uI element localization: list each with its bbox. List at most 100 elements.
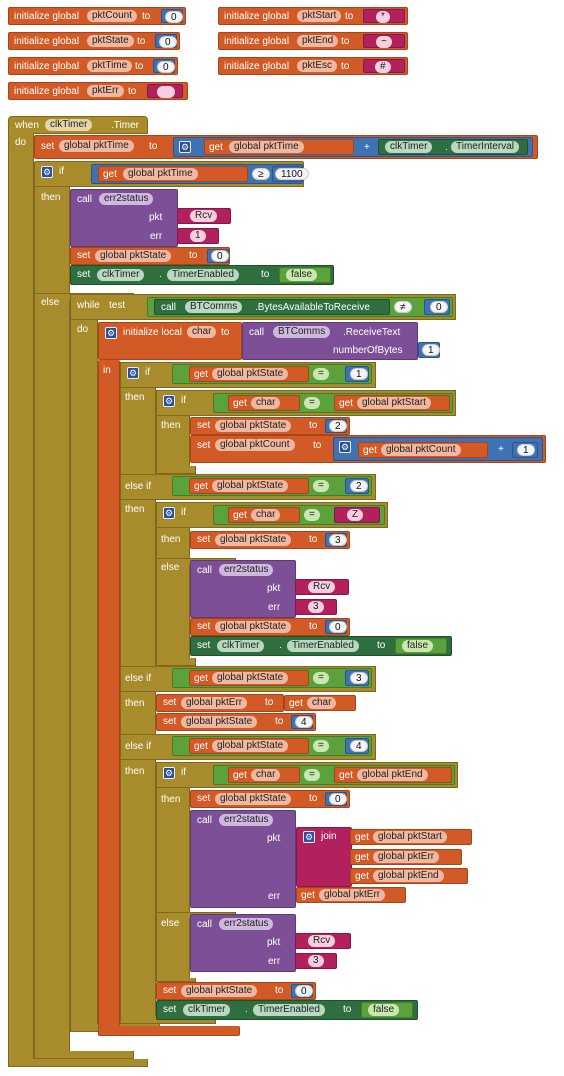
number-block[interactable]: 0 [291, 984, 313, 998]
number-block[interactable]: 1 [418, 342, 440, 358]
text-field[interactable]: # [375, 61, 391, 73]
if-timeout-block[interactable]: ⚙ if get global pktTime ≥ 1100 [34, 161, 309, 187]
global-pktEsc-block[interactable]: initialize global pktEsc to # [218, 57, 408, 75]
variable-dropdown[interactable]: global pktState [95, 250, 172, 262]
set-pktState-block[interactable]: set global pktState to 0 [156, 982, 316, 1000]
variable-dropdown[interactable]: global pktState [215, 420, 292, 432]
math-add-block[interactable]: ⚙ get global pktTime + clkTimer . TimerI… [173, 137, 533, 157]
text-block[interactable]: 3 [295, 953, 337, 969]
variable-dropdown[interactable]: global pktTime [59, 140, 134, 152]
event-header[interactable]: when clkTimer .Timer [8, 116, 148, 134]
procedure-dropdown[interactable]: err2status [219, 814, 274, 826]
mutator-gear-icon[interactable]: ⚙ [41, 166, 53, 178]
text-block[interactable]: ~ [363, 34, 405, 48]
operator-dropdown[interactable]: = [304, 397, 320, 409]
operator-dropdown[interactable]: = [313, 740, 329, 752]
variable-dropdown[interactable]: global pktTime [229, 141, 304, 153]
compare-char-end[interactable]: get char = get global pktEnd [213, 765, 455, 785]
number-field[interactable]: 1 [517, 444, 535, 456]
component-dropdown[interactable]: BTComms [185, 301, 243, 313]
number-block[interactable]: 1 [345, 366, 369, 382]
component-dropdown[interactable]: clkTimer [97, 269, 145, 281]
procedure-dropdown[interactable]: err2status [219, 918, 274, 930]
compare-block[interactable]: get global pktTime ≥ 1100 [91, 164, 309, 184]
number-field[interactable]: 0 [329, 621, 347, 633]
variable-dropdown[interactable]: global pktErr [181, 697, 248, 709]
mutator-gear-icon[interactable]: ⚙ [163, 767, 175, 779]
compare-state-2[interactable]: get global pktState = 2 [172, 476, 372, 496]
global-name-field[interactable]: pktCount [87, 10, 138, 22]
number-field[interactable]: 3 [350, 672, 368, 684]
variable-dropdown[interactable]: global pktState [212, 480, 289, 492]
if-char-z-block[interactable]: ⚙ if get char = Z [156, 502, 388, 528]
logic-false-block[interactable]: false [395, 638, 447, 654]
get-char-block[interactable]: get char [228, 507, 300, 523]
number-field[interactable]: 0 [430, 301, 448, 313]
global-pktCount-block[interactable]: initialize global pktCount to 0 [8, 7, 186, 25]
global-pktTime-block[interactable]: initialize global pktTime to 0 [8, 57, 178, 75]
logic-dropdown[interactable]: false [402, 640, 434, 652]
variable-dropdown[interactable]: global pktErr [373, 851, 440, 863]
variable-dropdown[interactable]: global pktState [215, 793, 292, 805]
get-pktTime-block[interactable]: get global pktTime [98, 166, 248, 182]
compare-state-1[interactable]: get global pktState = 1 [172, 364, 372, 384]
set-TimerEnabled-block[interactable]: set clkTimer . TimerEnabled to false [70, 265, 334, 285]
call-err2status-block[interactable]: call err2status pkt err [70, 189, 178, 247]
set-pktState-block[interactable]: set global pktState to 0 [190, 790, 350, 808]
compare-state-3[interactable]: get global pktState = 3 [172, 668, 372, 688]
compare-block[interactable]: call BTComms .BytesAvailableToReceive ≠ … [147, 297, 453, 317]
operator-dropdown[interactable]: ≥ [252, 168, 270, 180]
mutator-gear-icon[interactable]: ⚙ [105, 327, 117, 339]
variable-dropdown[interactable]: global pktCount [215, 439, 295, 451]
get-pktState-block[interactable]: get global pktState [189, 478, 309, 494]
text-block[interactable]: Rcv [177, 208, 231, 224]
text-block[interactable] [147, 84, 183, 98]
text-block[interactable]: # [363, 59, 405, 73]
number-field[interactable]: 2 [329, 420, 347, 432]
operator-dropdown[interactable]: = [304, 769, 320, 781]
global-pktState-block[interactable]: initialize global pktState to 0 [8, 32, 180, 50]
number-block[interactable]: 0 [325, 620, 347, 634]
text-field[interactable]: Rcv [190, 210, 218, 222]
set-TimerEnabled-block[interactable]: set clkTimer . TimerEnabled to false [156, 1000, 418, 1020]
number-block[interactable]: 1 [512, 442, 538, 458]
number-field[interactable]: 3 [329, 534, 347, 546]
initialize-local-char-block[interactable]: ⚙ initialize local char to [98, 322, 242, 360]
if-char-end-block[interactable]: ⚙ if get char = get global pktEnd [156, 762, 458, 788]
property-dropdown[interactable]: TimerEnabled [167, 269, 239, 281]
compare-char-z[interactable]: get char = Z [213, 505, 385, 525]
component-dropdown[interactable]: clkTimer [45, 119, 93, 131]
variable-dropdown[interactable]: global pktCount [381, 444, 461, 456]
property-dropdown[interactable]: TimerEnabled [287, 640, 359, 652]
number-block[interactable]: 2 [345, 478, 369, 494]
logic-dropdown[interactable]: false [286, 269, 318, 281]
get-pktStart-block[interactable]: get global pktStart [350, 829, 472, 845]
text-field[interactable]: 3 [308, 955, 324, 967]
property-dropdown[interactable]: TimerEnabled [253, 1004, 325, 1016]
operator-dropdown[interactable]: = [313, 672, 329, 684]
component-dropdown[interactable]: BTComms [273, 326, 331, 338]
operator-dropdown[interactable]: = [313, 480, 329, 492]
get-pktEnd-block[interactable]: get global pktEnd [334, 767, 452, 783]
global-pktEnd-block[interactable]: initialize global pktEnd to ~ [218, 32, 408, 50]
logic-false-block[interactable]: false [279, 267, 331, 283]
mutator-gear-icon[interactable]: ⚙ [179, 141, 191, 153]
get-pktState-block[interactable]: get global pktState [189, 670, 309, 686]
variable-dropdown[interactable]: char [307, 697, 337, 709]
mutator-gear-icon[interactable]: ⚙ [163, 395, 175, 407]
operator-dropdown[interactable]: = [304, 509, 320, 521]
local-name-field[interactable]: char [187, 326, 217, 338]
number-field[interactable]: 1100 [275, 168, 309, 180]
set-TimerEnabled-block[interactable]: set clkTimer . TimerEnabled to false [190, 636, 452, 656]
set-pktCount-block[interactable]: set global pktCount to ⚙ get global pktCo… [190, 435, 546, 463]
number-block[interactable]: 3 [345, 670, 369, 686]
set-pktTime-block[interactable]: set global pktTime to ⚙ get global pktTi… [34, 135, 538, 159]
if-char-start-block[interactable]: ⚙ if get char = get global pktStart [156, 390, 456, 416]
text-block[interactable]: * [363, 9, 405, 23]
number-block[interactable]: 0 [207, 249, 229, 263]
get-pktState-block[interactable]: get global pktState [189, 738, 309, 754]
variable-dropdown[interactable]: global pktState [181, 716, 258, 728]
number-block[interactable]: 4 [345, 738, 369, 754]
get-pktErr-block[interactable]: get global pktErr [350, 849, 462, 865]
